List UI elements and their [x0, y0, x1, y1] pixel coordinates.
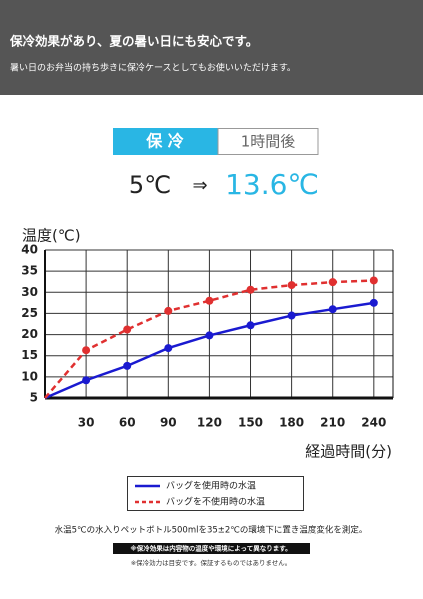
- header-title: 保冷効果があり、夏の暑い日にも安心です。: [9, 34, 258, 49]
- data-point: [328, 278, 337, 287]
- data-point: [287, 311, 296, 320]
- x-tick-label: 240: [361, 416, 386, 430]
- y-tick-label: 30: [21, 285, 38, 299]
- note-disclaimer: ※保冷効力は目安です。保証するものではありません。: [131, 558, 292, 567]
- y-tick-label: 10: [21, 369, 38, 383]
- data-point: [164, 344, 173, 353]
- data-point: [287, 281, 296, 290]
- data-point: [123, 325, 132, 334]
- result-arrow: ⇒: [192, 175, 207, 196]
- data-point: [246, 321, 255, 330]
- x-tick-label: 180: [279, 416, 304, 430]
- data-point: [369, 276, 378, 285]
- data-point: [82, 346, 91, 355]
- note-method: 水温5℃の水入りペットボトル500mlを35±2℃の環境下に置き温度変化を測定。: [55, 525, 368, 536]
- y-tick-label: 15: [21, 348, 38, 362]
- result-to: 13.6℃: [225, 168, 319, 201]
- y-axis-label: 温度(℃): [22, 227, 81, 245]
- y-tick-label: 20: [21, 327, 38, 341]
- y-tick-label: 35: [21, 264, 38, 278]
- x-tick-label: 30: [78, 416, 95, 430]
- data-point: [205, 296, 214, 305]
- badge-left-bg: [113, 128, 218, 155]
- x-tick-label: 210: [320, 416, 345, 430]
- x-tick-label: 90: [160, 416, 177, 430]
- data-point: [205, 331, 214, 340]
- data-point: [123, 361, 132, 370]
- header-band: [0, 0, 423, 95]
- badge-right-bg: [217, 128, 319, 155]
- y-tick-label: 40: [21, 243, 38, 257]
- note-warning: ※保冷効果は内容物の温度や環境によって異なります。: [130, 544, 291, 553]
- x-tick-label: 120: [197, 416, 222, 430]
- x-tick-label: 150: [238, 416, 263, 430]
- data-point: [246, 285, 255, 294]
- y-tick-label: 5: [30, 391, 38, 405]
- x-axis-label: 経過時間(分): [305, 443, 392, 461]
- x-tick-label: 60: [119, 416, 136, 430]
- badge-left: 保 冷: [145, 132, 184, 151]
- data-point: [82, 376, 91, 385]
- data-point: [164, 306, 173, 315]
- legend-label: バッグを不使用時の水温: [166, 496, 265, 508]
- data-point: [369, 298, 378, 307]
- warning-band: [113, 543, 310, 554]
- legend-label: バッグを使用時の水温: [166, 480, 256, 492]
- result-from: 5℃: [129, 171, 171, 199]
- badge-right: 1時間後: [241, 133, 296, 151]
- data-point: [328, 305, 337, 314]
- legend-box: [127, 476, 304, 511]
- y-tick-label: 25: [21, 306, 38, 320]
- header-subtitle: 暑い日のお弁当の持ち歩きに保冷ケースとしてもお使いいただけます。: [10, 62, 296, 74]
- chart: 温度(℃) 経過時間(分) 5 10 15 20 25 30 35 40 30 60 90 120 150 1…: [21, 227, 394, 461]
